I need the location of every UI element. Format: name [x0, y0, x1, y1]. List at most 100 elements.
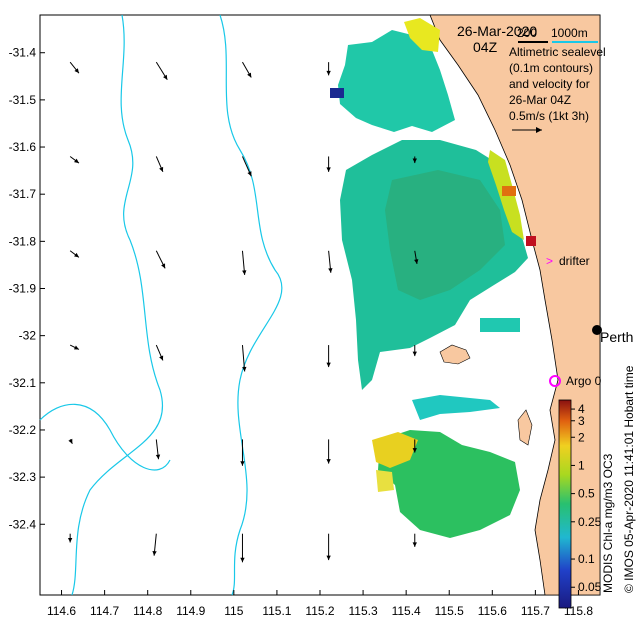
velocity-arrowhead-5 — [159, 166, 164, 172]
lon-ticks: 114.6 114.7 114.8 114.9 115 115.1 115.2 115.3 11… — [47, 590, 593, 618]
velocity-arrowhead-11 — [242, 270, 247, 275]
land-area — [429, 14, 601, 596]
colorbar-title: MODIS Chl-a mg/m3 OC3 — [601, 453, 615, 593]
lon-tick-label-10: 115.6 — [478, 604, 507, 618]
lat-tick-label-10: -32.4 — [9, 517, 37, 531]
perth-icon — [592, 325, 602, 335]
colorbar-tick-label-7: 0.05 — [578, 580, 602, 594]
legend-line-3: and velocity for — [509, 77, 590, 91]
velocity-arrowhead-10 — [161, 263, 166, 269]
velocity-arrowhead-6 — [247, 171, 252, 177]
chl-north-yellow — [404, 18, 440, 52]
velocity-arrowhead-13 — [414, 259, 419, 264]
velocity-arrowhead-24 — [67, 537, 73, 543]
velocity-arrowhead-28 — [412, 542, 417, 547]
chl-north-blob — [338, 30, 455, 132]
chl-south-yellow — [372, 432, 418, 468]
lon-tick-label-7: 115.3 — [349, 604, 378, 618]
lon-tick-label-11: 115.7 — [521, 604, 550, 618]
velocity-arrowhead-7 — [326, 167, 331, 172]
contour-3 — [39, 403, 171, 471]
colorbar-tick-label-0: 4 — [578, 402, 585, 416]
lon-tick-label-5: 115.1 — [262, 604, 291, 618]
chl-north-dark — [330, 88, 344, 98]
map-time: 04Z — [473, 39, 498, 55]
colorbar-tick-label-6: 0.1 — [578, 552, 595, 566]
colorbar-ticks: 43 2 1 0.5 0.25 0.1 0.05 — [571, 402, 602, 594]
argo-icon — [549, 375, 561, 387]
velocity-arrowhead-22 — [326, 459, 331, 464]
lat-tick-label-0: -31.4 — [9, 46, 37, 60]
velocity-arrowhead-15 — [159, 355, 164, 361]
island-rottnest — [439, 344, 471, 365]
velocity-arrowhead-14 — [73, 345, 79, 350]
contour-1 — [71, 14, 163, 596]
velocity-arrowhead-8 — [412, 158, 417, 164]
drifter-icon: > — [546, 254, 553, 268]
legend-line-1: Altimetric sealevel — [509, 45, 606, 59]
lat-tick-label-9: -32.3 — [9, 470, 37, 484]
velocity-arrowhead-16 — [242, 366, 247, 372]
chl-layer — [330, 18, 536, 538]
chl-south-blob — [378, 430, 520, 538]
chl-coastal-hot-2 — [526, 236, 536, 246]
velocity-arrowhead-9 — [74, 252, 79, 258]
velocity-arrowhead-17 — [326, 362, 331, 368]
lat-tick-label-3: -31.7 — [9, 187, 37, 201]
legend-line-4: 26-Mar 04Z — [509, 93, 571, 107]
side-credit: © IMOS 05-Apr-2020 11:41:01 Hobart time — [622, 365, 636, 593]
velocity-arrowhead-26 — [240, 557, 245, 563]
perth-label: Perth — [600, 329, 633, 345]
map-date: 26-Mar-2020 — [457, 23, 537, 39]
chl-main-inner — [385, 170, 505, 300]
chl-coastal-hot-1 — [502, 186, 516, 196]
chl-scatter-cyan — [480, 318, 520, 332]
velocity-arrowhead-1 — [163, 74, 168, 80]
lon-tick-label-4: 115 — [224, 604, 243, 618]
velocity-arrowhead-23 — [412, 448, 417, 453]
velocity-arrowhead-18 — [412, 351, 417, 357]
colorbar-tick-label-2: 2 — [578, 430, 585, 444]
velocity-arrowhead-12 — [328, 268, 333, 273]
lon-tick-label-8: 115.4 — [392, 604, 421, 618]
lon-tick-label-3: 114.9 — [176, 604, 205, 618]
lon-tick-label-0: 114.6 — [47, 604, 76, 618]
lat-tick-label-1: -31.5 — [9, 93, 37, 107]
velocity-arrowhead-25 — [152, 551, 157, 556]
velocity-arrowhead-19 — [68, 438, 73, 444]
legend-line-2: (0.1m contours) — [509, 61, 593, 75]
velocity-arrowhead-21 — [240, 461, 245, 466]
lat-ticks: -31.4 -31.5 -31.6 -31.7 -31.8 -31.9 -32 -32.1 -3… — [9, 46, 45, 531]
chl-south-orange — [376, 470, 394, 492]
velocity-arrows — [67, 61, 419, 563]
lat-tick-label-5: -31.9 — [9, 281, 37, 295]
lon-tick-label-6: 115.2 — [305, 604, 334, 618]
velocity-scale-arrowhead — [536, 127, 542, 133]
island-garden — [517, 409, 533, 446]
velocity-arrowhead-4 — [74, 158, 79, 164]
contour-2 — [219, 14, 283, 596]
colorbar-tick-label-1: 3 — [578, 414, 585, 428]
argo-label: Argo 0 — [566, 374, 602, 388]
colorbar-tick-label-5: 0.25 — [578, 515, 602, 529]
velocity-arrowhead-0 — [74, 68, 79, 74]
lat-tick-label-7: -32.1 — [9, 376, 37, 390]
lat-tick-label-6: -32 — [19, 329, 37, 343]
lat-tick-label-8: -32.2 — [9, 423, 37, 437]
drifter-label: drifter — [559, 254, 590, 268]
velocity-scale-label: 0.5m/s (1kt 3h) — [509, 109, 589, 123]
lon-tick-label-9: 115.5 — [435, 604, 464, 618]
scale-left: 200 — [517, 26, 537, 40]
velocity-arrowhead-20 — [155, 454, 161, 460]
lat-tick-label-2: -31.6 — [9, 140, 37, 154]
velocity-arrowhead-3 — [326, 70, 331, 76]
colorbar-tick-label-4: 0.5 — [578, 487, 595, 501]
colorbar-tick-label-3: 1 — [578, 458, 585, 472]
lon-tick-label-2: 114.8 — [133, 604, 162, 618]
velocity-arrowhead-2 — [247, 72, 252, 78]
lat-tick-label-4: -31.8 — [9, 234, 37, 248]
chl-south-upper — [412, 395, 500, 420]
scale-right: 1000m — [551, 26, 588, 40]
sealevel-contours — [39, 14, 283, 596]
velocity-arrowhead-27 — [326, 555, 331, 561]
